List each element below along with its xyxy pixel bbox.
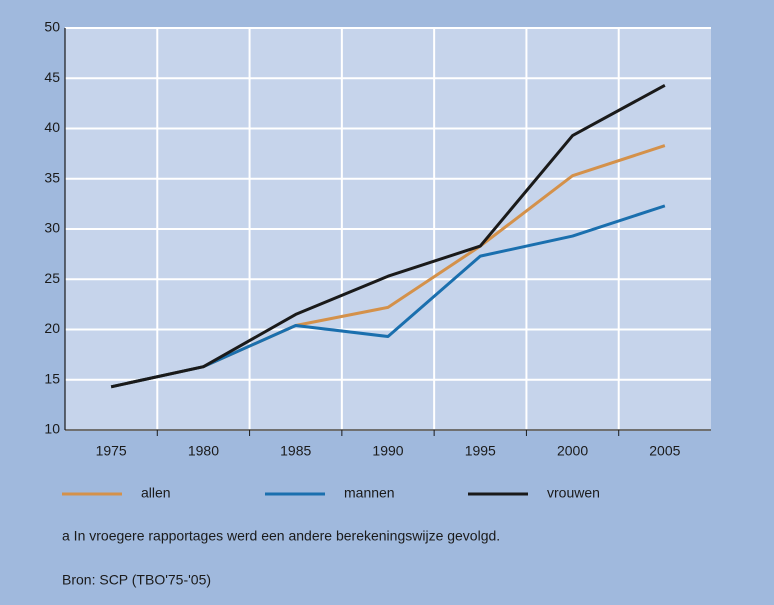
legend-label: allen bbox=[141, 485, 171, 501]
source: Bron: SCP (TBO'75-'05) bbox=[62, 572, 211, 588]
footnote: a In vroegere rapportages werd een ander… bbox=[62, 528, 500, 544]
y-tick-label: 35 bbox=[44, 169, 60, 185]
y-tick-label: 50 bbox=[44, 19, 60, 35]
y-tick-label: 10 bbox=[44, 421, 60, 437]
legend-label: vrouwen bbox=[547, 485, 600, 501]
y-tick-label: 20 bbox=[44, 320, 60, 336]
y-tick-label: 25 bbox=[44, 270, 60, 286]
y-tick-label: 15 bbox=[44, 370, 60, 386]
y-tick-label: 45 bbox=[44, 69, 60, 85]
y-tick-label: 30 bbox=[44, 220, 60, 236]
x-tick-label: 2005 bbox=[649, 443, 680, 459]
x-tick-label: 2000 bbox=[557, 443, 588, 459]
series-line bbox=[110, 83, 666, 389]
x-tick-label: 1980 bbox=[188, 443, 219, 459]
x-tick-label: 1990 bbox=[372, 443, 403, 459]
x-tick-label: 1985 bbox=[280, 443, 311, 459]
x-tick-label: 1975 bbox=[96, 443, 127, 459]
legend-label: mannen bbox=[344, 485, 395, 501]
x-tick-label: 1995 bbox=[465, 443, 496, 459]
y-tick-label: 40 bbox=[44, 119, 60, 135]
